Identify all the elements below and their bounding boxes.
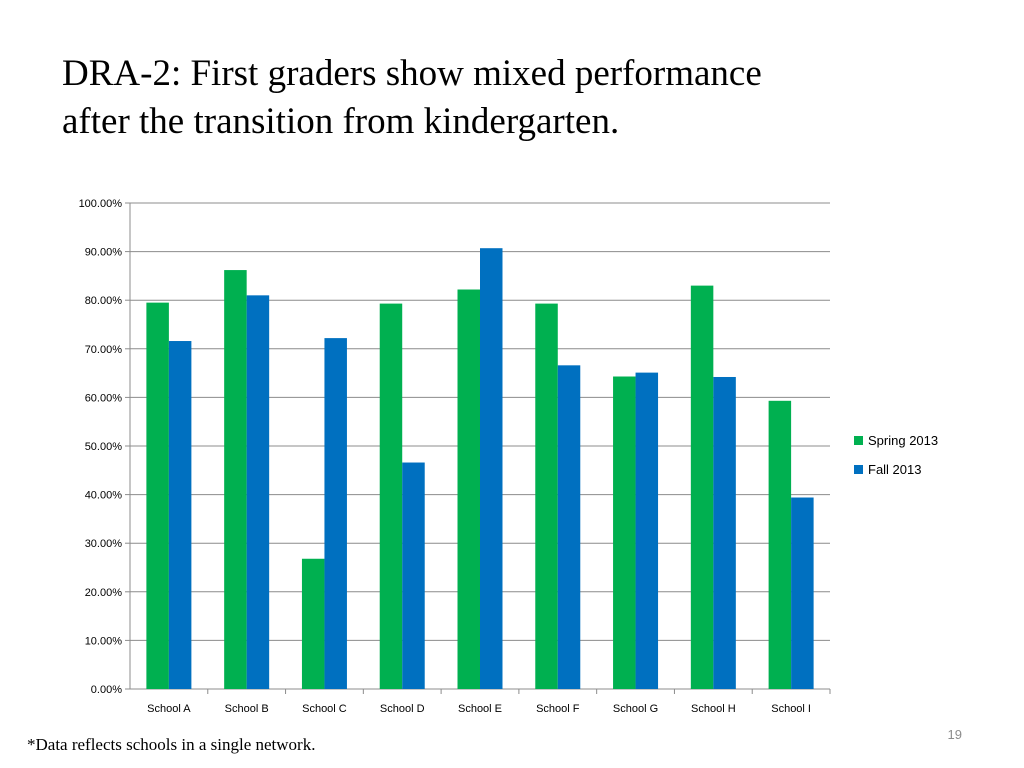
- legend-swatch: [854, 465, 863, 474]
- x-tick-label: School F: [536, 703, 580, 715]
- x-tick-label: School E: [458, 703, 502, 715]
- y-tick-label: 40.00%: [85, 490, 123, 502]
- y-tick-label: 70.00%: [85, 344, 123, 356]
- bar-spring-2013: [224, 270, 247, 689]
- bar-fall-2013: [557, 365, 581, 689]
- slide-title-line-1: DRA-2: First graders show mixed performa…: [62, 53, 762, 94]
- y-tick-label: 80.00%: [85, 295, 123, 307]
- bar-fall-2013: [402, 462, 425, 689]
- bar-fall-2013: [713, 376, 736, 689]
- y-tick-label: 60.00%: [85, 392, 123, 404]
- bar-spring-2013: [690, 285, 714, 689]
- bar-spring-2013: [613, 376, 636, 689]
- bar-fall-2013: [246, 295, 270, 689]
- y-tick-label: 20.00%: [85, 587, 123, 599]
- x-tick-label: School A: [147, 703, 191, 715]
- x-tick-label: School G: [613, 703, 658, 715]
- bar-spring-2013: [535, 303, 558, 689]
- legend-label: Spring 2013: [868, 433, 938, 448]
- bar-spring-2013: [379, 303, 403, 689]
- y-tick-label: 30.00%: [85, 538, 123, 550]
- bar-fall-2013: [480, 248, 503, 689]
- page-number: 19: [947, 727, 962, 742]
- y-tick-label: 50.00%: [85, 441, 123, 453]
- x-tick-label: School H: [691, 703, 736, 715]
- x-tick-label: School B: [225, 703, 269, 715]
- bar-spring-2013: [457, 289, 480, 689]
- bar-fall-2013: [635, 372, 659, 689]
- x-tick-label: School I: [771, 703, 811, 715]
- slide-title-line-2: after the transition from kindergarten.: [62, 101, 620, 142]
- bar-spring-2013: [301, 558, 325, 689]
- bar-fall-2013: [168, 341, 192, 689]
- legend-swatch: [854, 436, 863, 445]
- bar-spring-2013: [146, 302, 169, 689]
- footnote: *Data reflects schools in a single netwo…: [27, 735, 316, 754]
- slide-title: DRA-2: First graders show mixed performa…: [62, 50, 962, 146]
- x-tick-label: School C: [302, 703, 347, 715]
- bar-fall-2013: [791, 497, 814, 689]
- y-tick-label: 90.00%: [85, 247, 123, 259]
- y-tick-label: 100.00%: [79, 198, 123, 210]
- x-tick-label: School D: [380, 703, 425, 715]
- bar-fall-2013: [324, 338, 347, 689]
- bar-spring-2013: [768, 400, 792, 689]
- y-tick-label: 10.00%: [85, 635, 123, 647]
- legend-label: Fall 2013: [868, 462, 921, 477]
- y-tick-label: 0.00%: [91, 684, 122, 696]
